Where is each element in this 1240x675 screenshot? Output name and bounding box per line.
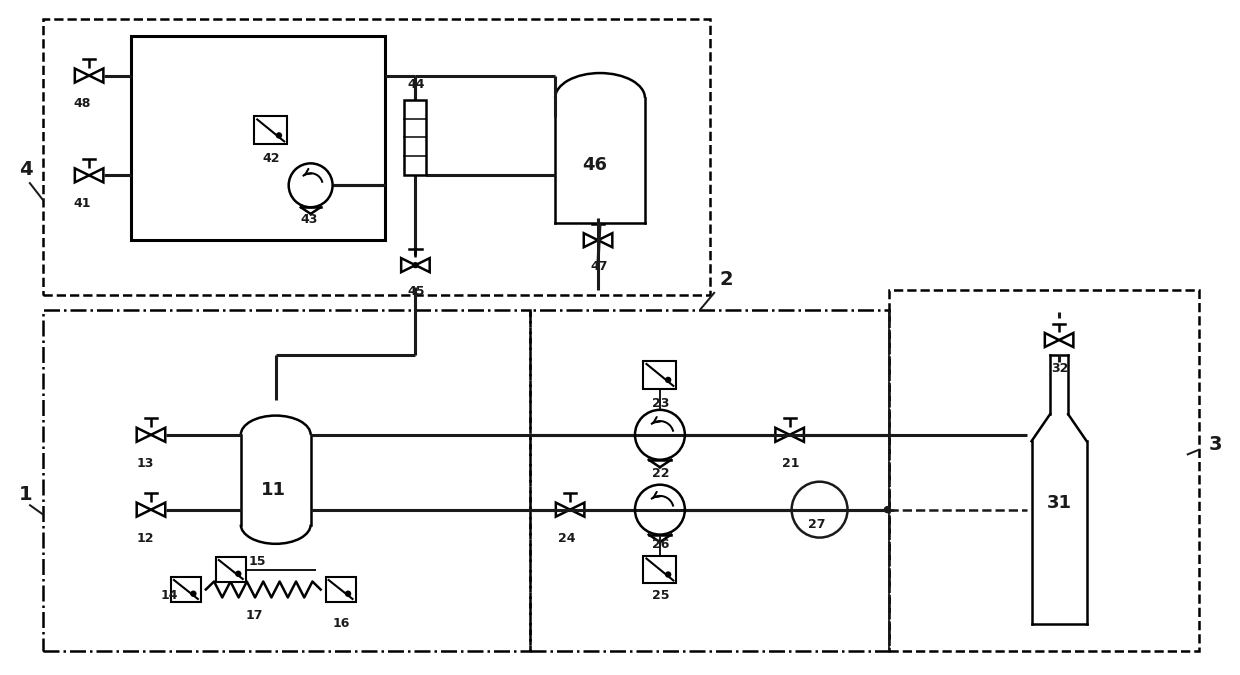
Text: 21: 21	[781, 457, 799, 470]
Text: 42: 42	[263, 153, 280, 165]
Circle shape	[666, 377, 671, 383]
Bar	[889, 290, 1199, 651]
Text: 1: 1	[20, 485, 33, 504]
Text: 45: 45	[408, 285, 425, 298]
Text: 23: 23	[652, 397, 670, 410]
Text: 32: 32	[1052, 362, 1069, 375]
Text: 17: 17	[246, 610, 263, 622]
Circle shape	[884, 507, 890, 512]
Text: 24: 24	[558, 532, 575, 545]
Text: 12: 12	[136, 532, 155, 545]
Bar	[644, 361, 676, 389]
Circle shape	[666, 572, 671, 577]
Text: 31: 31	[1047, 493, 1073, 512]
Circle shape	[346, 591, 351, 596]
Text: 44: 44	[408, 78, 425, 90]
Text: 47: 47	[590, 260, 608, 273]
Text: 11: 11	[260, 481, 285, 499]
Text: 4: 4	[20, 161, 33, 180]
Text: 48: 48	[73, 97, 91, 111]
Text: 13: 13	[136, 457, 154, 470]
Bar	[254, 117, 288, 144]
Circle shape	[236, 571, 241, 576]
Bar	[404, 100, 427, 175]
Text: 15: 15	[249, 555, 267, 568]
Text: 2: 2	[719, 270, 733, 289]
Text: 41: 41	[73, 197, 91, 211]
Bar	[43, 19, 709, 295]
Text: 26: 26	[652, 537, 670, 551]
Bar	[644, 556, 676, 583]
Text: 27: 27	[807, 518, 825, 531]
Bar	[326, 577, 356, 602]
Text: 3: 3	[1209, 435, 1223, 454]
Text: 14: 14	[161, 589, 179, 603]
Circle shape	[277, 133, 281, 138]
Bar	[531, 310, 889, 651]
Bar	[171, 577, 201, 602]
Bar	[43, 310, 531, 651]
Text: 22: 22	[652, 466, 670, 480]
Bar	[216, 557, 246, 582]
Circle shape	[191, 591, 196, 596]
Circle shape	[413, 263, 418, 267]
Text: 43: 43	[300, 213, 317, 226]
Text: 16: 16	[332, 618, 350, 630]
Text: 46: 46	[582, 157, 608, 174]
Text: 25: 25	[652, 589, 670, 603]
Bar	[131, 36, 386, 240]
